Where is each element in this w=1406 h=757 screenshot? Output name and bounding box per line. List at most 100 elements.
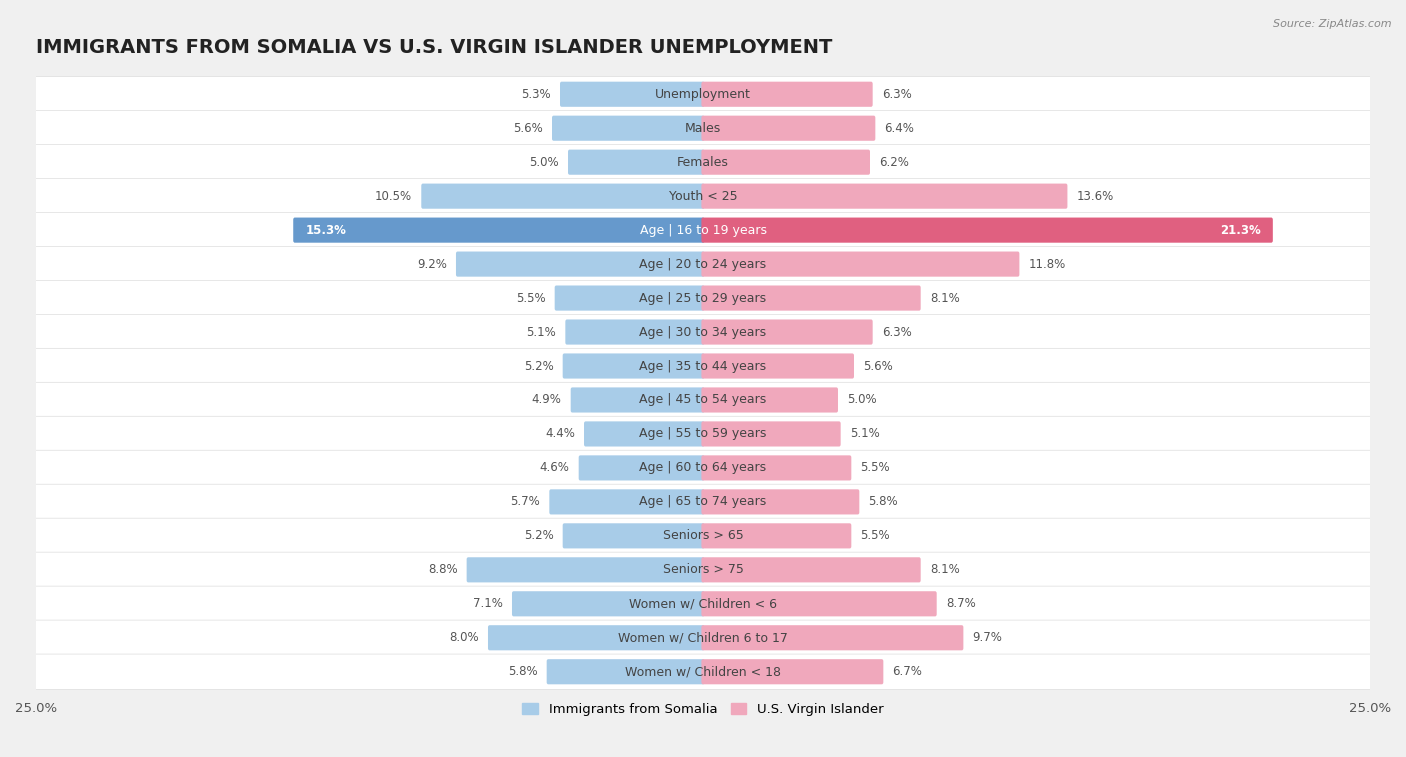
Text: 5.5%: 5.5% xyxy=(860,529,890,542)
Text: 5.2%: 5.2% xyxy=(524,529,554,542)
FancyBboxPatch shape xyxy=(702,150,870,175)
FancyBboxPatch shape xyxy=(467,557,704,582)
FancyBboxPatch shape xyxy=(550,489,704,515)
Text: Age | 65 to 74 years: Age | 65 to 74 years xyxy=(640,495,766,509)
Text: 6.7%: 6.7% xyxy=(893,665,922,678)
Text: 5.1%: 5.1% xyxy=(849,428,880,441)
FancyBboxPatch shape xyxy=(35,314,1371,350)
Text: 5.7%: 5.7% xyxy=(510,495,540,509)
FancyBboxPatch shape xyxy=(562,523,704,548)
FancyBboxPatch shape xyxy=(35,145,1371,180)
FancyBboxPatch shape xyxy=(702,116,876,141)
Text: 4.6%: 4.6% xyxy=(540,462,569,475)
FancyBboxPatch shape xyxy=(35,620,1371,656)
Text: 5.1%: 5.1% xyxy=(526,326,557,338)
Text: 13.6%: 13.6% xyxy=(1077,190,1114,203)
Text: Seniors > 75: Seniors > 75 xyxy=(662,563,744,576)
Text: Age | 30 to 34 years: Age | 30 to 34 years xyxy=(640,326,766,338)
Text: 5.5%: 5.5% xyxy=(860,462,890,475)
FancyBboxPatch shape xyxy=(512,591,704,616)
FancyBboxPatch shape xyxy=(560,82,704,107)
Text: Unemployment: Unemployment xyxy=(655,88,751,101)
FancyBboxPatch shape xyxy=(702,82,873,107)
FancyBboxPatch shape xyxy=(702,184,1067,209)
FancyBboxPatch shape xyxy=(35,552,1371,587)
FancyBboxPatch shape xyxy=(35,450,1371,485)
FancyBboxPatch shape xyxy=(488,625,704,650)
FancyBboxPatch shape xyxy=(702,251,1019,276)
FancyBboxPatch shape xyxy=(553,116,704,141)
Text: Youth < 25: Youth < 25 xyxy=(669,190,737,203)
Text: Seniors > 65: Seniors > 65 xyxy=(662,529,744,542)
FancyBboxPatch shape xyxy=(702,285,921,310)
FancyBboxPatch shape xyxy=(35,179,1371,213)
FancyBboxPatch shape xyxy=(422,184,704,209)
Text: 5.5%: 5.5% xyxy=(516,291,546,304)
Text: 8.1%: 8.1% xyxy=(929,563,959,576)
Text: Age | 20 to 24 years: Age | 20 to 24 years xyxy=(640,257,766,270)
FancyBboxPatch shape xyxy=(35,76,1371,112)
Text: 15.3%: 15.3% xyxy=(305,223,346,237)
Text: Males: Males xyxy=(685,122,721,135)
Text: 4.9%: 4.9% xyxy=(531,394,561,407)
Text: Age | 16 to 19 years: Age | 16 to 19 years xyxy=(640,223,766,237)
Text: 9.7%: 9.7% xyxy=(973,631,1002,644)
FancyBboxPatch shape xyxy=(702,422,841,447)
FancyBboxPatch shape xyxy=(583,422,704,447)
FancyBboxPatch shape xyxy=(456,251,704,276)
FancyBboxPatch shape xyxy=(562,354,704,378)
FancyBboxPatch shape xyxy=(35,484,1371,519)
Text: Women w/ Children < 18: Women w/ Children < 18 xyxy=(626,665,780,678)
FancyBboxPatch shape xyxy=(35,586,1371,621)
Text: 9.2%: 9.2% xyxy=(418,257,447,270)
Text: 7.1%: 7.1% xyxy=(472,597,503,610)
FancyBboxPatch shape xyxy=(702,557,921,582)
FancyBboxPatch shape xyxy=(702,217,1272,243)
FancyBboxPatch shape xyxy=(35,416,1371,452)
Text: 6.4%: 6.4% xyxy=(884,122,914,135)
Text: Females: Females xyxy=(678,156,728,169)
Text: 5.0%: 5.0% xyxy=(529,156,560,169)
FancyBboxPatch shape xyxy=(702,591,936,616)
FancyBboxPatch shape xyxy=(702,523,851,548)
FancyBboxPatch shape xyxy=(35,348,1371,384)
Text: 5.0%: 5.0% xyxy=(846,394,877,407)
FancyBboxPatch shape xyxy=(35,280,1371,316)
FancyBboxPatch shape xyxy=(565,319,704,344)
Text: 21.3%: 21.3% xyxy=(1220,223,1261,237)
Text: Women w/ Children 6 to 17: Women w/ Children 6 to 17 xyxy=(619,631,787,644)
FancyBboxPatch shape xyxy=(702,489,859,515)
Text: 10.5%: 10.5% xyxy=(375,190,412,203)
Text: 8.7%: 8.7% xyxy=(946,597,976,610)
Text: Age | 60 to 64 years: Age | 60 to 64 years xyxy=(640,462,766,475)
FancyBboxPatch shape xyxy=(555,285,704,310)
FancyBboxPatch shape xyxy=(547,659,704,684)
FancyBboxPatch shape xyxy=(702,319,873,344)
FancyBboxPatch shape xyxy=(35,654,1371,690)
FancyBboxPatch shape xyxy=(702,456,851,481)
FancyBboxPatch shape xyxy=(579,456,704,481)
Text: Age | 25 to 29 years: Age | 25 to 29 years xyxy=(640,291,766,304)
Text: IMMIGRANTS FROM SOMALIA VS U.S. VIRGIN ISLANDER UNEMPLOYMENT: IMMIGRANTS FROM SOMALIA VS U.S. VIRGIN I… xyxy=(37,38,832,57)
Text: 5.8%: 5.8% xyxy=(508,665,537,678)
Text: 5.3%: 5.3% xyxy=(522,88,551,101)
Text: Women w/ Children < 6: Women w/ Children < 6 xyxy=(628,597,778,610)
Text: 6.2%: 6.2% xyxy=(879,156,908,169)
FancyBboxPatch shape xyxy=(702,625,963,650)
FancyBboxPatch shape xyxy=(294,217,704,243)
Legend: Immigrants from Somalia, U.S. Virgin Islander: Immigrants from Somalia, U.S. Virgin Isl… xyxy=(517,698,889,721)
FancyBboxPatch shape xyxy=(568,150,704,175)
Text: Source: ZipAtlas.com: Source: ZipAtlas.com xyxy=(1274,19,1392,29)
Text: 5.6%: 5.6% xyxy=(513,122,543,135)
FancyBboxPatch shape xyxy=(702,354,853,378)
Text: 8.0%: 8.0% xyxy=(450,631,479,644)
Text: 8.8%: 8.8% xyxy=(427,563,457,576)
Text: 5.6%: 5.6% xyxy=(863,360,893,372)
Text: 6.3%: 6.3% xyxy=(882,326,911,338)
Text: Age | 45 to 54 years: Age | 45 to 54 years xyxy=(640,394,766,407)
FancyBboxPatch shape xyxy=(35,519,1371,553)
Text: 6.3%: 6.3% xyxy=(882,88,911,101)
Text: 4.4%: 4.4% xyxy=(546,428,575,441)
Text: 5.2%: 5.2% xyxy=(524,360,554,372)
FancyBboxPatch shape xyxy=(702,659,883,684)
